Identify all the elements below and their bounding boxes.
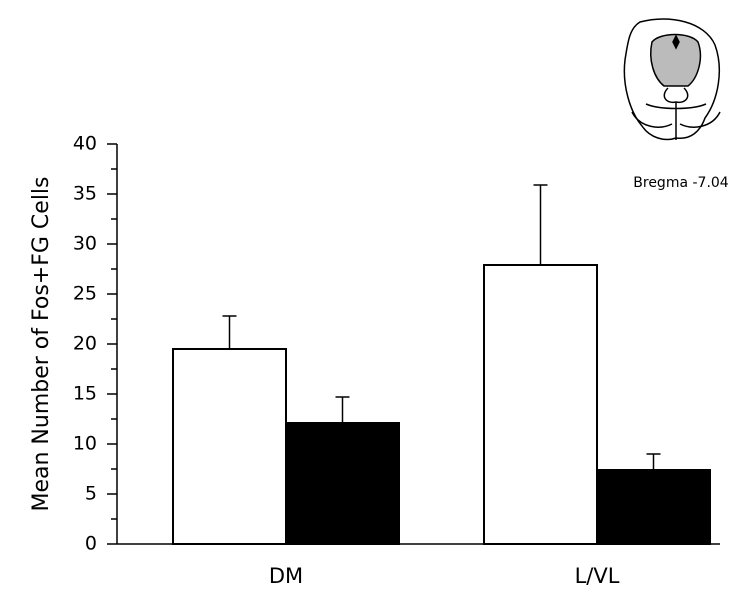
bar — [596, 469, 711, 545]
x-tick-label: L/VL — [575, 564, 620, 588]
x-tick-label: DM — [269, 564, 303, 588]
bar — [483, 264, 598, 545]
y-tick-label: 30 — [73, 233, 97, 255]
bar — [285, 422, 400, 545]
y-tick-label: 5 — [85, 483, 97, 505]
y-tick-label: 0 — [85, 533, 97, 555]
y-axis-label: Mean Number of Fos+FG Cells — [29, 176, 54, 511]
bar — [172, 348, 287, 545]
y-tick-label: 10 — [73, 433, 97, 455]
brain-icon — [623, 18, 721, 141]
y-tick-label: 35 — [73, 183, 97, 205]
y-tick-label: 20 — [73, 333, 97, 355]
y-tick-label: 15 — [73, 383, 97, 405]
y-tick-label: 40 — [73, 133, 97, 155]
annotation: Bregma -7.04 — [633, 175, 729, 191]
y-tick-label: 25 — [73, 283, 97, 305]
